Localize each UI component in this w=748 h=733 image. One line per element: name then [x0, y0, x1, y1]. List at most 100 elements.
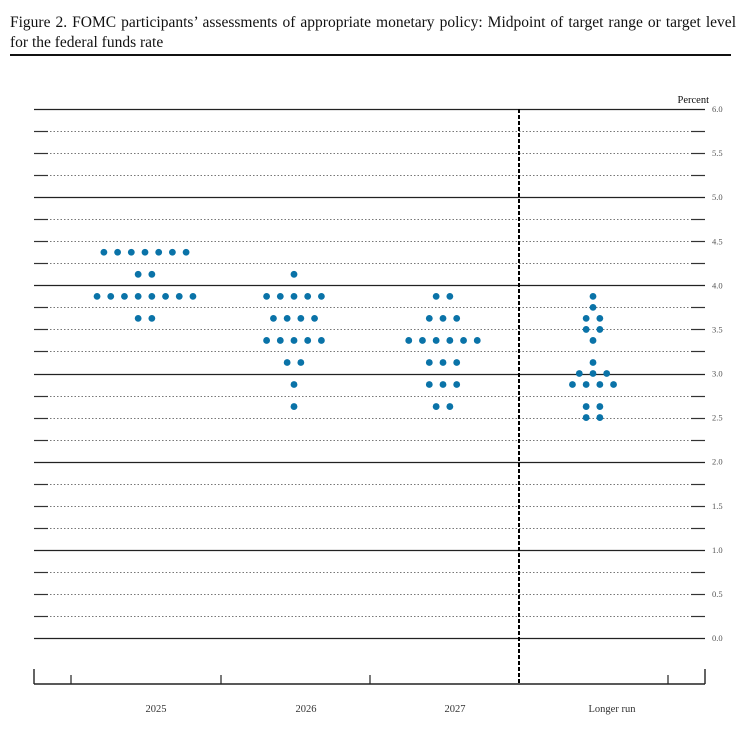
dot-2025 [148, 292, 156, 300]
dot-2025 [114, 248, 121, 256]
y-tick-label: 4.0 [712, 280, 723, 290]
y-tick-label: 3.5 [712, 324, 723, 334]
y-tick-label: 2.5 [712, 413, 723, 423]
x-axis: 2025 2026 2027 Longer run [33, 669, 706, 715]
dot-2025 [175, 292, 183, 300]
dot-2025 [189, 292, 197, 300]
dot-2025 [141, 248, 149, 256]
dot-longer-run [596, 403, 604, 410]
dot-longer-run [575, 370, 583, 377]
dot-2025 [93, 292, 101, 300]
dot-2026 [263, 292, 270, 300]
dot-2027 [453, 314, 461, 322]
dot-2026 [290, 381, 298, 388]
dot-2025 [148, 270, 156, 278]
dot-2027 [446, 292, 454, 300]
dot-2026 [290, 403, 298, 410]
dots [93, 248, 617, 421]
dot-2026 [304, 292, 312, 300]
dot-2027 [439, 359, 447, 366]
dot-2026 [311, 314, 318, 322]
dot-2026 [290, 270, 298, 278]
y-axis-label: Percent [678, 95, 710, 106]
dot-2026 [297, 314, 305, 322]
dot-2026 [270, 314, 277, 322]
dot-2027 [439, 314, 447, 322]
dot-longer-run [582, 381, 590, 388]
dot-longer-run [596, 326, 604, 333]
dot-2025 [134, 314, 142, 322]
dot-2027 [405, 337, 413, 344]
dot-2026 [290, 292, 298, 300]
y-tick-label: 6.0 [712, 104, 723, 114]
dot-longer-run [589, 359, 597, 366]
dot-longer-run [610, 381, 617, 388]
y-tick-label: 5.0 [712, 192, 723, 202]
dot-2027 [473, 337, 481, 344]
y-tick-label: 2.0 [712, 457, 723, 467]
y-axis: 0.0 0.5 1.0 1.5 2.0 2.5 3.0 3.5 4.0 4.5 5.0 5.5 6.0P… [678, 95, 723, 643]
dot-2027 [439, 381, 447, 388]
dot-longer-run [596, 381, 604, 388]
dot-2027 [425, 314, 433, 322]
figure-title: Figure 2. FOMC participants’ assessments… [10, 14, 736, 51]
dot-2027 [453, 381, 461, 388]
dot-2025 [107, 292, 115, 300]
x-tick-label: Longer run [589, 704, 637, 715]
x-tick-label: 2027 [445, 704, 466, 715]
dot-2025 [134, 292, 142, 300]
x-tick-label: 2026 [296, 704, 317, 715]
dot-2025 [162, 292, 169, 300]
dot-2025 [134, 270, 142, 278]
y-tick-label: 4.5 [712, 236, 723, 246]
dot-2026 [290, 337, 298, 344]
dot-2027 [419, 337, 426, 344]
dot-2027 [432, 337, 440, 344]
dot-longer-run [582, 414, 590, 421]
dot-2025 [148, 314, 156, 322]
dot-2026 [276, 292, 284, 300]
dot-longer-run [596, 414, 604, 421]
dot-2025 [127, 248, 135, 256]
y-tick-label: 1.0 [712, 545, 723, 555]
dot-longer-run [582, 403, 590, 410]
dot-longer-run [582, 314, 590, 322]
y-tick-label: 1.5 [712, 501, 723, 511]
dot-2026 [263, 337, 270, 344]
dot-2027 [425, 381, 433, 388]
dot-longer-run [589, 370, 597, 377]
y-tick-label: 3.0 [712, 369, 723, 379]
dot-2026 [318, 337, 325, 344]
dot-2026 [283, 314, 291, 322]
dot-longer-run [596, 314, 604, 322]
dot-longer-run [589, 292, 597, 300]
dot-2027 [446, 403, 454, 410]
dot-longer-run [582, 326, 590, 333]
dot-longer-run [569, 381, 576, 388]
dot-2027 [453, 359, 461, 366]
dot-2026 [276, 337, 284, 344]
y-tick-label: 5.5 [712, 148, 723, 158]
dot-longer-run [589, 303, 597, 311]
dot-2026 [283, 359, 291, 366]
dot-2025 [100, 248, 108, 256]
dot-2026 [318, 292, 325, 300]
title-rule [10, 54, 731, 56]
dot-2027 [432, 403, 440, 410]
dot-2025 [182, 248, 190, 256]
y-tick-label: 0.0 [712, 633, 723, 643]
dot-2027 [446, 337, 454, 344]
dot-2027 [425, 359, 433, 366]
y-tick-label: 0.5 [712, 589, 723, 599]
dot-2027 [432, 292, 440, 300]
dot-longer-run [603, 370, 611, 377]
dot-longer-run [589, 337, 597, 344]
dot-2026 [297, 359, 305, 366]
dot-2025 [155, 248, 163, 256]
x-tick-label: 2025 [146, 704, 167, 715]
dot-2025 [121, 292, 128, 300]
dot-2025 [169, 248, 176, 256]
dot-2026 [304, 337, 312, 344]
dot-2027 [460, 337, 467, 344]
